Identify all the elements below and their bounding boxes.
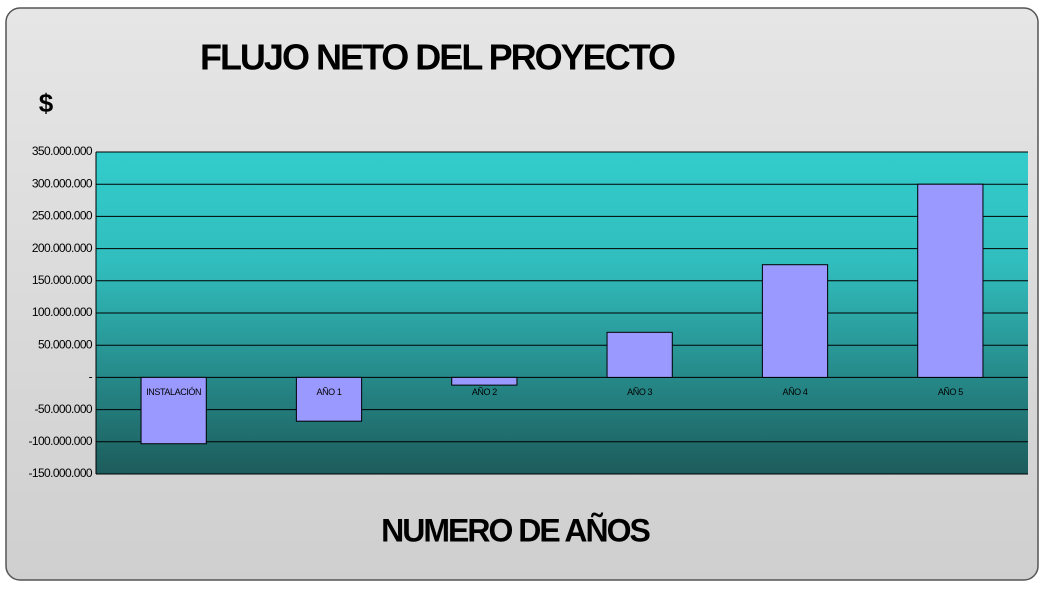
bar <box>761 264 829 378</box>
y-tick-label: 200.000.000 <box>32 241 93 255</box>
bar <box>451 376 518 386</box>
y-tick-label: 100.000.000 <box>32 305 93 319</box>
y-tick-label: - <box>89 370 93 384</box>
y-tick-label: 250.000.000 <box>32 209 93 223</box>
bar <box>140 376 207 445</box>
x-axis-title: NUMERO DE AÑOS <box>381 512 650 548</box>
y-tick-label: 50.000.000 <box>38 337 93 351</box>
y-tick-label: -150.000.000 <box>28 466 92 480</box>
x-tick-label: AÑO 1 <box>316 387 341 397</box>
y-tick-label: 150.000.000 <box>32 273 93 287</box>
chart-title: FLUJO NETO DEL PROYECTO <box>200 37 675 78</box>
y-tick-label: -100.000.000 <box>28 434 92 448</box>
x-tick-label: AÑO 5 <box>938 387 963 397</box>
x-tick-label: AÑO 3 <box>627 387 652 397</box>
x-tick-label: AÑO 4 <box>782 387 807 397</box>
y-tick-label: 350.000.000 <box>32 144 93 158</box>
y-tick-label: 300.000.000 <box>32 176 93 190</box>
y-tick-label: -50.000.000 <box>35 402 93 416</box>
bar <box>295 376 363 422</box>
bar <box>917 183 984 378</box>
x-tick-label: INSTALACIÓN <box>146 387 201 397</box>
x-tick-label: AÑO 2 <box>472 387 497 397</box>
bar <box>606 331 673 378</box>
